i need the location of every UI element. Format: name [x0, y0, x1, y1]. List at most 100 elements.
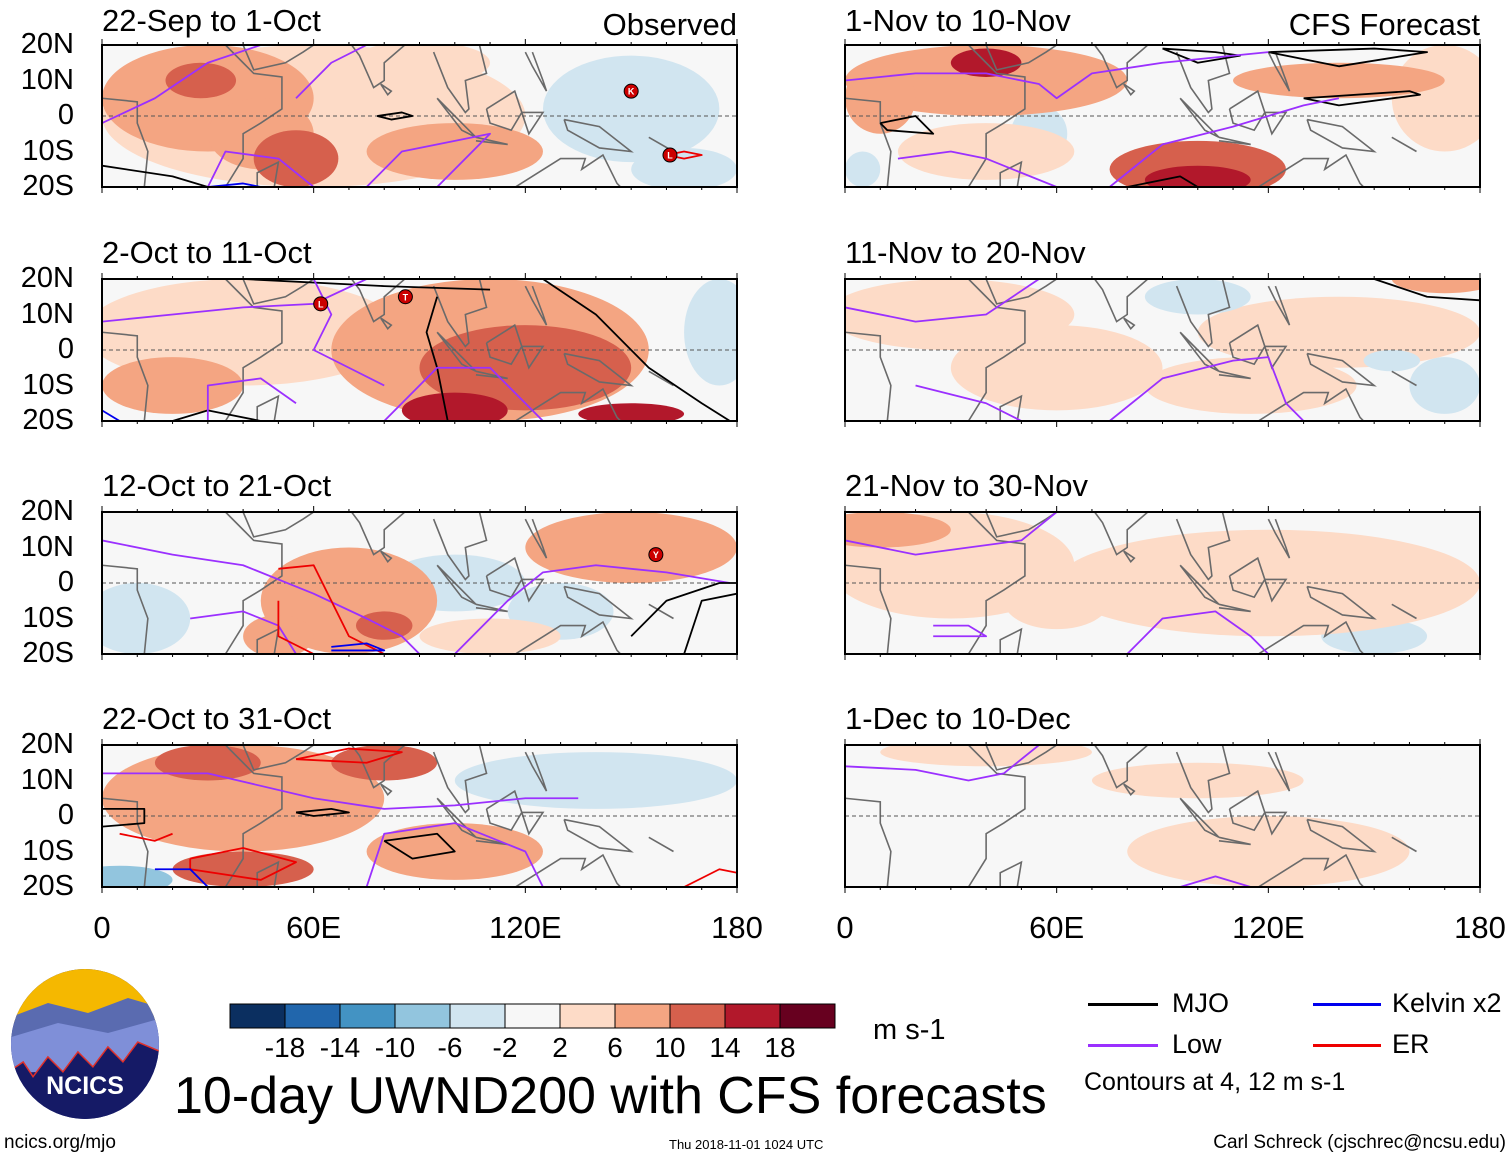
wind-anomaly-region — [356, 611, 413, 640]
wind-anomaly-region — [1233, 62, 1445, 99]
contour-low — [102, 772, 579, 810]
wind-anomaly-region — [454, 752, 737, 809]
wind-anomaly-region — [845, 512, 951, 548]
coastline — [1267, 518, 1291, 559]
coastline — [648, 370, 674, 387]
coastline — [102, 97, 149, 187]
coastline — [1218, 370, 1251, 380]
colorbar-tick-label: 6 — [607, 1032, 623, 1063]
colorbar-tick-label: 14 — [709, 1032, 740, 1063]
contour-low — [102, 279, 367, 323]
coastline — [513, 153, 622, 187]
coastline — [845, 564, 892, 654]
x-tick-label: 180 — [1454, 910, 1506, 945]
coastline — [1306, 118, 1377, 153]
map-panel: LT — [101, 273, 738, 427]
legend-line-kelvin — [1313, 1003, 1381, 1006]
colorbar-bin — [229, 1003, 286, 1029]
coastline — [102, 564, 149, 654]
wind-anomaly-region — [1144, 279, 1251, 315]
colorbar-bin — [669, 1003, 726, 1029]
coastline — [1391, 836, 1417, 853]
map-panel: Y — [101, 506, 738, 660]
y-tick-label: 10N — [20, 63, 74, 96]
y-tick-label: 20N — [20, 262, 74, 294]
coastline — [1306, 352, 1377, 387]
coastline — [432, 279, 488, 348]
y-tick-label: 0 — [57, 99, 74, 131]
y-tick-label: 10N — [20, 530, 74, 563]
colorbar-tick-label: -10 — [375, 1032, 415, 1063]
contour-er — [189, 847, 297, 881]
coastline — [967, 512, 1026, 654]
wind-anomaly-region — [165, 62, 237, 99]
contour-low — [845, 512, 1058, 556]
coastline — [1264, 111, 1288, 136]
contour-er — [683, 868, 737, 887]
coastline — [563, 818, 634, 853]
legend-line-mjo — [1088, 1003, 1158, 1006]
coastline — [1123, 317, 1136, 330]
coastline — [432, 745, 488, 814]
tropical-cyclone-icon: T — [397, 289, 413, 305]
site-link[interactable]: ncics.org/mjo — [4, 1132, 116, 1153]
coastline — [224, 512, 283, 654]
coastline — [985, 279, 1058, 305]
colorbar-bin — [394, 1003, 451, 1029]
contour-low — [915, 384, 1022, 421]
wind-anomaly-region — [845, 151, 881, 187]
contour-mjo — [630, 582, 737, 637]
wind-anomaly-region — [578, 403, 685, 421]
coastline — [1256, 153, 1365, 187]
legend-line-er — [1313, 1044, 1381, 1047]
coastline — [999, 394, 1023, 421]
legend-label-low: Low — [1172, 1029, 1222, 1059]
contour-mjo — [295, 808, 350, 817]
coastline — [256, 160, 280, 187]
coastline — [524, 51, 548, 92]
contour-mjo — [1373, 279, 1480, 302]
tropical-cyclone-icon: K — [623, 83, 639, 99]
coastline — [224, 279, 283, 421]
coastline — [524, 518, 548, 559]
coastline — [521, 111, 545, 136]
y-tick-label: 0 — [57, 333, 74, 365]
contour-kelvin — [331, 642, 386, 652]
contour-low — [1109, 97, 1340, 187]
wind-anomaly-region — [845, 279, 1075, 350]
coastline — [242, 45, 315, 71]
figure-title: 10-day UWND200 with CFS forecasts — [174, 1067, 1047, 1125]
coastline — [475, 136, 508, 146]
coastline — [845, 331, 892, 421]
logo-text: NCICS — [46, 1072, 124, 1100]
map-panels: K LLT Y — [101, 39, 1481, 893]
coastline — [845, 797, 892, 887]
colorbar-tick-label: -2 — [493, 1032, 518, 1063]
contour-low — [102, 45, 262, 124]
coastline — [224, 745, 283, 887]
wind-anomaly-region — [1144, 357, 1357, 414]
panel-title: 1-Nov to 10-Nov — [845, 3, 1071, 38]
y-tick-label: 20S — [22, 404, 74, 436]
y-tick-label: 0 — [57, 566, 74, 598]
x-tick-label: 60E — [286, 910, 342, 945]
wind-anomaly-region — [1144, 165, 1251, 187]
coastline — [475, 603, 508, 613]
coastline — [1218, 603, 1251, 613]
coastline — [485, 556, 523, 599]
coastline — [521, 578, 545, 603]
coastline — [485, 89, 523, 132]
map-panel — [844, 739, 1481, 893]
coastline — [432, 45, 488, 114]
storm-letter: L — [318, 299, 324, 309]
panel-title: 22-Oct to 31-Oct — [102, 701, 332, 736]
contour-kelvin — [102, 409, 121, 421]
y-tick-label: 20S — [22, 637, 74, 669]
contour-kelvin — [207, 182, 261, 187]
wind-anomaly-region — [401, 392, 508, 421]
contour-mjo — [879, 115, 935, 135]
y-tick-label: 20N — [20, 28, 74, 60]
wind-anomaly-region — [1409, 357, 1480, 414]
ncics-logo: NCICS — [11, 969, 159, 1119]
